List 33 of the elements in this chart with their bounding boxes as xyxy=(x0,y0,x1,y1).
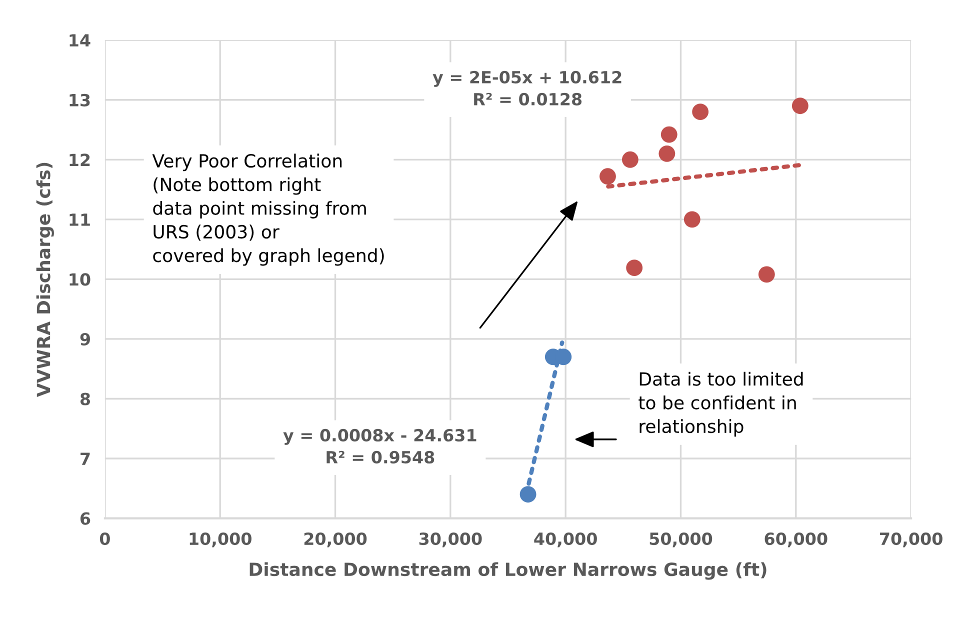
y-tick-label: 13 xyxy=(70,94,90,106)
annotation: Very Poor Correlation (Note bottom right data point missing from URS (2003) or covered by graph legend) xyxy=(152,154,384,266)
annotation: y = 0.0008x - 24.631 R² = 0.9548 xyxy=(283,428,476,464)
point xyxy=(684,211,700,228)
point xyxy=(520,486,536,503)
y-tick-label: 10 xyxy=(70,273,90,286)
x-tick-label: 60,000 xyxy=(764,532,828,548)
point xyxy=(622,151,638,168)
point xyxy=(792,98,808,114)
point xyxy=(758,266,775,283)
y-tick-label: 11 xyxy=(70,214,90,226)
x-tick-label: 30,000 xyxy=(419,532,482,548)
point xyxy=(600,168,616,185)
x-tick-label: 40,000 xyxy=(534,532,597,548)
y-tick-label: 7 xyxy=(80,452,90,465)
point xyxy=(660,126,678,143)
x-tick-label: 10,000 xyxy=(190,532,252,548)
y-tick-label: 6 xyxy=(80,512,90,525)
point xyxy=(658,145,676,162)
y-tick-label: 14 xyxy=(70,34,90,46)
y-tick-label: 9 xyxy=(80,332,90,346)
x-tick-label: 0 xyxy=(100,532,110,546)
y-axis-title: VVWRA Discharge (cfs) xyxy=(36,162,54,398)
annotation: Data is too limited to be confident in relationship xyxy=(638,372,803,437)
point xyxy=(692,104,709,120)
x-tick-label: 70,000 xyxy=(880,532,942,548)
x-axis-title: Distance Downstream of Lower Narrows Gauge (ft) xyxy=(250,562,766,580)
point xyxy=(626,260,643,276)
annotation: y = 2E-05x + 10.612 R² = 0.0128 xyxy=(432,70,622,106)
y-tick-label: 8 xyxy=(80,392,90,406)
x-tick-label: 50,000 xyxy=(650,532,712,548)
x-tick-label: 20,000 xyxy=(304,532,367,548)
y-tick-label: 12 xyxy=(70,154,90,166)
